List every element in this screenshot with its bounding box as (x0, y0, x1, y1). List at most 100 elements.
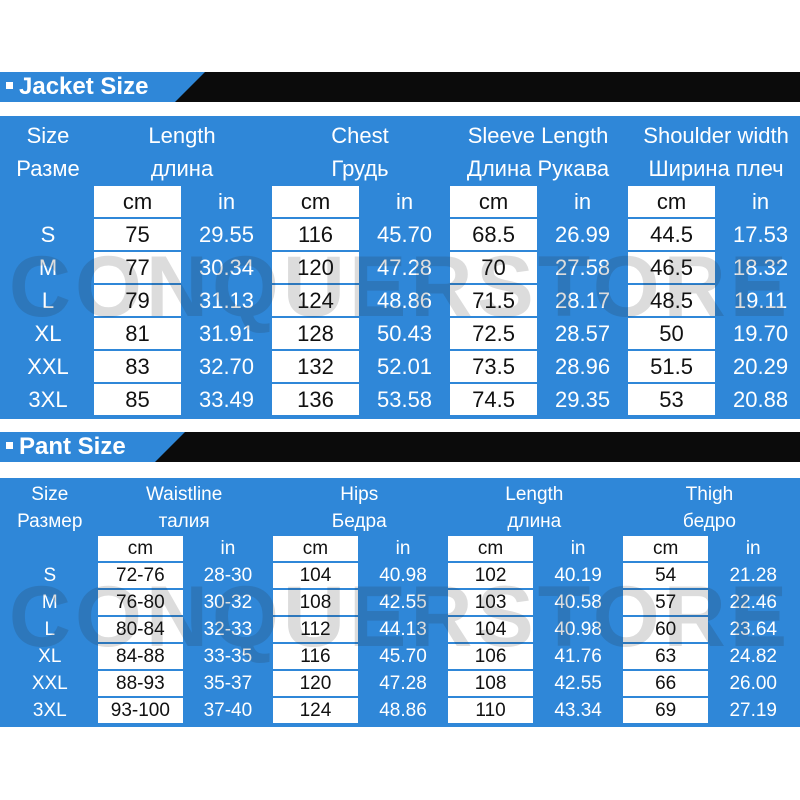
cm-value-cell: 79 (94, 285, 181, 316)
size-cell: M (4, 590, 96, 615)
in-value-cell: 22.46 (710, 590, 796, 615)
measure-header: Hips (272, 482, 446, 507)
size-header-ru: Размер (4, 509, 96, 534)
jacket-section-banner: Jacket Size (0, 72, 800, 102)
in-value-cell: 19.11 (717, 285, 800, 316)
table-row: L 80-84 32-33 112 44.13 104 40.98 60 23.64 (4, 617, 796, 642)
in-value-cell: 50.43 (361, 318, 449, 349)
cm-value-cell: 57 (622, 590, 709, 615)
in-value-cell: 28-30 (185, 563, 271, 588)
in-value-cell: 28.57 (539, 318, 627, 349)
size-cell: L (4, 617, 96, 642)
cm-value-cell: 44.5 (628, 219, 716, 250)
unit-in: in (185, 536, 271, 561)
cm-value-cell: 108 (447, 671, 534, 696)
in-value-cell: 42.55 (360, 590, 446, 615)
cm-value-cell: 112 (272, 617, 359, 642)
cm-value-cell: 69 (622, 698, 709, 723)
unit-in: in (710, 536, 796, 561)
cm-value-cell: 132 (272, 351, 360, 382)
cm-value-cell: 60 (622, 617, 709, 642)
in-value-cell: 21.28 (710, 563, 796, 588)
cm-value-cell: 76-80 (97, 590, 184, 615)
in-value-cell: 33-35 (185, 644, 271, 669)
in-value-cell: 43.34 (535, 698, 621, 723)
cm-value-cell: 54 (622, 563, 709, 588)
in-value-cell: 53.58 (361, 384, 449, 415)
cm-value-cell: 48.5 (628, 285, 716, 316)
measure-header-ru: длина (447, 509, 621, 534)
cm-value-cell: 85 (94, 384, 181, 415)
cm-value-cell: 53 (628, 384, 716, 415)
in-value-cell: 28.96 (539, 351, 627, 382)
measure-header: Shoulder width (628, 120, 800, 151)
cm-value-cell: 104 (447, 617, 534, 642)
in-value-cell: 31.13 (183, 285, 271, 316)
cm-value-cell: 128 (272, 318, 360, 349)
cm-value-cell: 116 (272, 219, 360, 250)
unit-cm: cm (272, 536, 359, 561)
pant-section-banner: Pant Size (0, 432, 800, 462)
unit-in: in (535, 536, 621, 561)
cm-value-cell: 72.5 (450, 318, 538, 349)
unit-cm: cm (97, 536, 184, 561)
unit-cm: cm (94, 186, 181, 217)
cm-value-cell: 63 (622, 644, 709, 669)
table-row: S 72-76 28-30 104 40.98 102 40.19 54 21.28 (4, 563, 796, 588)
size-cell: S (4, 219, 92, 250)
measure-header-ru: талия (97, 509, 271, 534)
header-row-en: Size Length Chest Sleeve Length Shoulder wid… (4, 120, 800, 151)
cm-value-cell: 51.5 (628, 351, 716, 382)
in-value-cell: 23.64 (710, 617, 796, 642)
measure-header: Sleeve Length (450, 120, 627, 151)
size-cell: XXL (4, 671, 96, 696)
table-row: XL 84-88 33-35 116 45.70 106 41.76 63 24.82 (4, 644, 796, 669)
cm-value-cell: 83 (94, 351, 181, 382)
in-value-cell: 42.55 (535, 671, 621, 696)
unit-in: in (361, 186, 449, 217)
size-header: Size (4, 482, 96, 507)
cm-value-cell: 108 (272, 590, 359, 615)
table-row: 3XL 93-100 37-40 124 48.86 110 43.34 69 27.19 (4, 698, 796, 723)
in-value-cell: 29.55 (183, 219, 271, 250)
measure-header-ru: бедро (622, 509, 796, 534)
cm-value-cell: 120 (272, 671, 359, 696)
unit-cm: cm (622, 536, 709, 561)
unit-in: in (717, 186, 800, 217)
measure-header: Length (447, 482, 621, 507)
size-header: Size (4, 120, 92, 151)
unit-cm: cm (447, 536, 534, 561)
header-row-ru: Разме длина Грудь Длина Рукава Ширина плеч (4, 153, 800, 184)
in-value-cell: 27.19 (710, 698, 796, 723)
unit-in: in (539, 186, 627, 217)
jacket-size-table: Size Length Chest Sleeve Length Shoulder wid… (2, 118, 800, 417)
table-row: XXL 88-93 35-37 120 47.28 108 42.55 66 26.00 (4, 671, 796, 696)
in-value-cell: 47.28 (360, 671, 446, 696)
cm-value-cell: 68.5 (450, 219, 538, 250)
in-value-cell: 45.70 (361, 219, 449, 250)
in-value-cell: 30-32 (185, 590, 271, 615)
table-row: XXL 83 32.70 132 52.01 73.5 28.96 51.5 20.29 (4, 351, 800, 382)
pant-size-table-wrapper: Size Waistline Hips Length Thigh Размер талия Б… (0, 478, 800, 727)
cm-value-cell: 88-93 (97, 671, 184, 696)
in-value-cell: 26.99 (539, 219, 627, 250)
cm-value-cell: 46.5 (628, 252, 716, 283)
in-value-cell: 30.34 (183, 252, 271, 283)
pant-section-title: Pant Size (0, 432, 185, 462)
jacket-section-title: Jacket Size (0, 72, 205, 102)
header-row-ru: Размер талия Бедра длина бедро (4, 509, 796, 534)
in-value-cell: 17.53 (717, 219, 800, 250)
cm-value-cell: 66 (622, 671, 709, 696)
cm-value-cell: 104 (272, 563, 359, 588)
cm-value-cell: 50 (628, 318, 716, 349)
jacket-size-table-wrapper: Size Length Chest Sleeve Length Shoulder wid… (0, 116, 800, 419)
cm-value-cell: 124 (272, 698, 359, 723)
cm-value-cell: 77 (94, 252, 181, 283)
size-header-ru: Разме (4, 153, 92, 184)
jacket-title-text: Jacket Size (19, 73, 149, 100)
unit-row-blank (4, 186, 92, 217)
in-value-cell: 52.01 (361, 351, 449, 382)
measure-header-ru: Грудь (272, 153, 449, 184)
measure-header: Waistline (97, 482, 271, 507)
unit-cm: cm (628, 186, 716, 217)
